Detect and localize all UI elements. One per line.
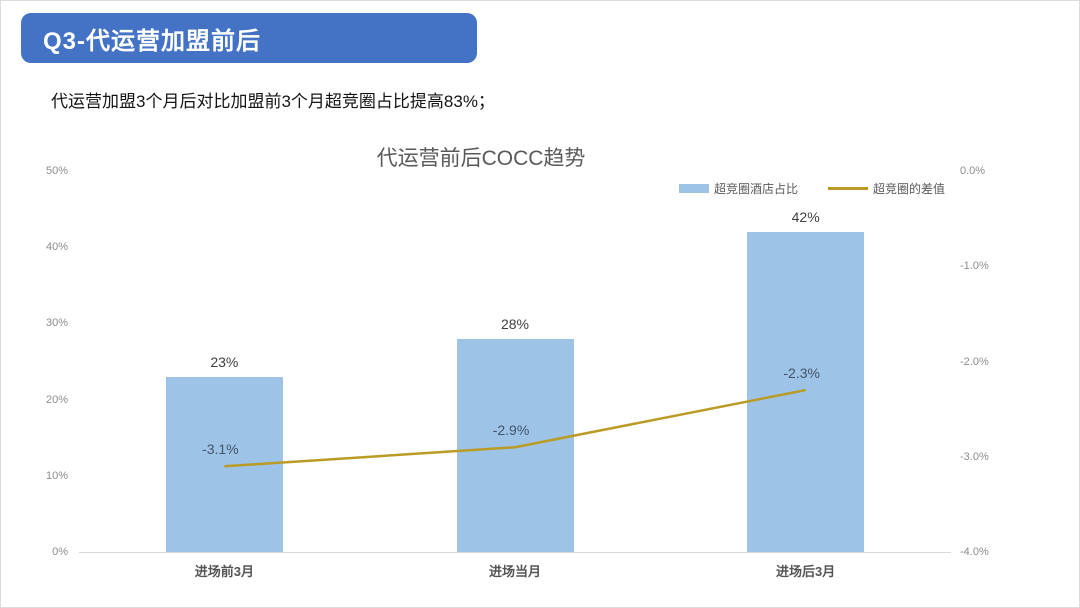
line-path (224, 388, 806, 468)
x-axis-category-label: 进场当月 (488, 564, 542, 579)
right-axis-tick: -3.0% (960, 450, 989, 463)
line-value-label: -3.1% (202, 441, 239, 458)
x-axis-category-label: 进场前3月 (194, 564, 254, 579)
right-axis-tick: 0.0% (960, 165, 986, 177)
x-axis-category-label: 进场后3月 (776, 564, 836, 579)
legend-label: 超竞圈酒店占比 (714, 182, 799, 196)
line-series-swatch-icon (828, 187, 869, 190)
left-axis-tick: 30% (45, 317, 68, 330)
line-value-label: -2.3% (783, 365, 820, 382)
bar-value-label: 28% (500, 315, 530, 332)
bar-series-swatch-icon (679, 184, 709, 193)
legend-item-bar-series: 超竞圈酒店占比 (679, 180, 798, 197)
left-axis-tick: 20% (45, 393, 68, 406)
right-axis-tick: -2.0% (960, 355, 989, 368)
left-axis-tick: 10% (45, 469, 68, 482)
plot-area: 23% 28% 42% -3.1% -2.9% -2.3% (79, 171, 951, 552)
legend-label: 超竞圈的差值 (873, 182, 946, 196)
x-axis-line (79, 552, 951, 553)
bar-value-label: 23% (210, 353, 239, 370)
page-title: Q3-代运营加盟前后 (43, 27, 262, 55)
header-banner: Q3-代运营加盟前后 (21, 13, 477, 63)
left-axis-tick: 0% (52, 546, 68, 558)
legend-item-line-series: 超竞圈的差值 (828, 180, 945, 197)
subtitle-text: 代运营加盟3个月后对比加盟前3个月超竞圈占比提高83%； (51, 92, 495, 111)
right-axis-tick: -4.0% (960, 546, 989, 558)
bar-进场后3月 (747, 231, 865, 552)
left-axis-tick: 50% (45, 165, 68, 177)
right-axis-tick: -1.0% (960, 260, 989, 273)
left-axis-tick: 40% (45, 241, 68, 254)
line-value-label: -2.9% (492, 422, 530, 439)
bar-进场当月 (456, 338, 574, 552)
line-series (224, 388, 806, 468)
chart-title: 代运营前后COCC趋势 (376, 147, 586, 170)
bar-value-label: 42% (791, 208, 820, 225)
chart-legend: 超竞圈酒店占比 超竞圈的差值 (679, 180, 945, 197)
